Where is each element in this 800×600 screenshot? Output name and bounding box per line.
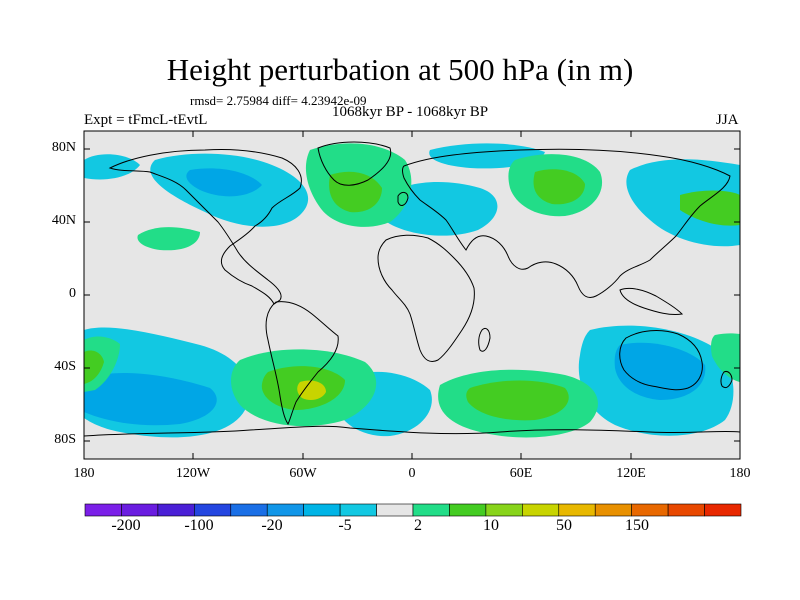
coast-southeast-asia — [619, 287, 684, 315]
colorbar — [84, 503, 742, 517]
colorbar-swatch — [157, 503, 195, 517]
coast-south-america — [265, 301, 339, 425]
anomaly-south-indian-core — [466, 380, 569, 421]
colorbar-swatch — [194, 503, 232, 517]
colorbar-swatch — [704, 503, 742, 517]
lat-label-0: 0 — [69, 286, 76, 301]
colorbar-swatch — [230, 503, 268, 517]
colorbar-swatch — [449, 503, 487, 517]
lat-label-80s: 80S — [54, 432, 76, 447]
anomaly-australia-east-positive — [711, 333, 740, 382]
coast-antarctica — [84, 425, 740, 437]
coastlines — [84, 141, 740, 437]
colorbar-label: 50 — [556, 517, 572, 534]
lon-label-0: 0 — [408, 466, 416, 481]
experiment-label: Expt = tFmcL-tEvtL — [84, 112, 208, 128]
anomaly-pacific-south-core — [84, 350, 104, 384]
coast-uk — [397, 191, 409, 206]
anomaly-pacific-positive — [680, 190, 740, 226]
lat-label-40s: 40S — [54, 359, 76, 374]
colorbar-swatch — [594, 503, 632, 517]
anomaly-fields — [84, 143, 740, 438]
anomaly-greenland-core — [329, 171, 382, 213]
period-label: 1068kyr BP - 1068kyr BP — [331, 104, 489, 120]
lon-label-60e: 60E — [509, 466, 533, 481]
lat-label-40n: 40N — [51, 213, 76, 228]
colorbar-swatch — [412, 503, 450, 517]
colorbar-label: -200 — [111, 517, 141, 534]
colorbar-label: 2 — [414, 517, 422, 534]
colorbar-swatch — [339, 503, 377, 517]
coast-africa — [377, 234, 475, 363]
plot-title: Height perturbation at 500 hPa (in m) — [166, 52, 634, 87]
anomaly-australia-core — [614, 342, 706, 400]
lon-label-120w: 120W — [175, 466, 211, 481]
lon-label-180e: 180 — [729, 466, 751, 481]
anomaly-siberia-core — [533, 169, 585, 205]
anomaly-atlantic-positive — [137, 227, 200, 251]
coast-madagascar — [478, 327, 491, 352]
colorbar-label: -20 — [261, 517, 283, 534]
colorbar-swatch — [558, 503, 596, 517]
colorbar-label: 10 — [483, 517, 499, 534]
colorbar-swatch — [667, 503, 705, 517]
colorbar-swatch — [266, 503, 304, 517]
colorbar-label: 150 — [625, 517, 649, 534]
stats-line: rmsd= 2.75984 diff= 4.23942e-09 — [190, 93, 367, 108]
coast-north-america — [108, 149, 302, 305]
coast-new-zealand — [720, 371, 733, 389]
colorbar-swatch — [84, 503, 122, 517]
colorbar-swatch — [522, 503, 560, 517]
axis-ticks — [84, 131, 740, 459]
lon-label-180w: 180 — [73, 466, 95, 481]
colorbar-swatch — [485, 503, 523, 517]
lon-label-120e: 120E — [616, 466, 646, 481]
anomaly-north-america-core — [186, 168, 262, 197]
anomaly-south-pacific-core — [84, 373, 217, 426]
colorbar-swatch — [631, 503, 669, 517]
colorbar-swatch — [121, 503, 159, 517]
coast-australia — [619, 330, 703, 391]
coast-greenland — [317, 141, 392, 186]
lon-label-60w: 60W — [289, 466, 317, 481]
coast-eurasia — [402, 148, 731, 299]
lat-label-80n: 80N — [51, 140, 76, 155]
colorbar-swatch — [376, 503, 414, 517]
colorbar-swatch — [303, 503, 341, 517]
season-label: JJA — [716, 112, 739, 128]
colorbar-label: -100 — [184, 517, 214, 534]
anomaly-south-atlantic-core — [297, 380, 326, 400]
colorbar-label: -5 — [338, 517, 352, 534]
